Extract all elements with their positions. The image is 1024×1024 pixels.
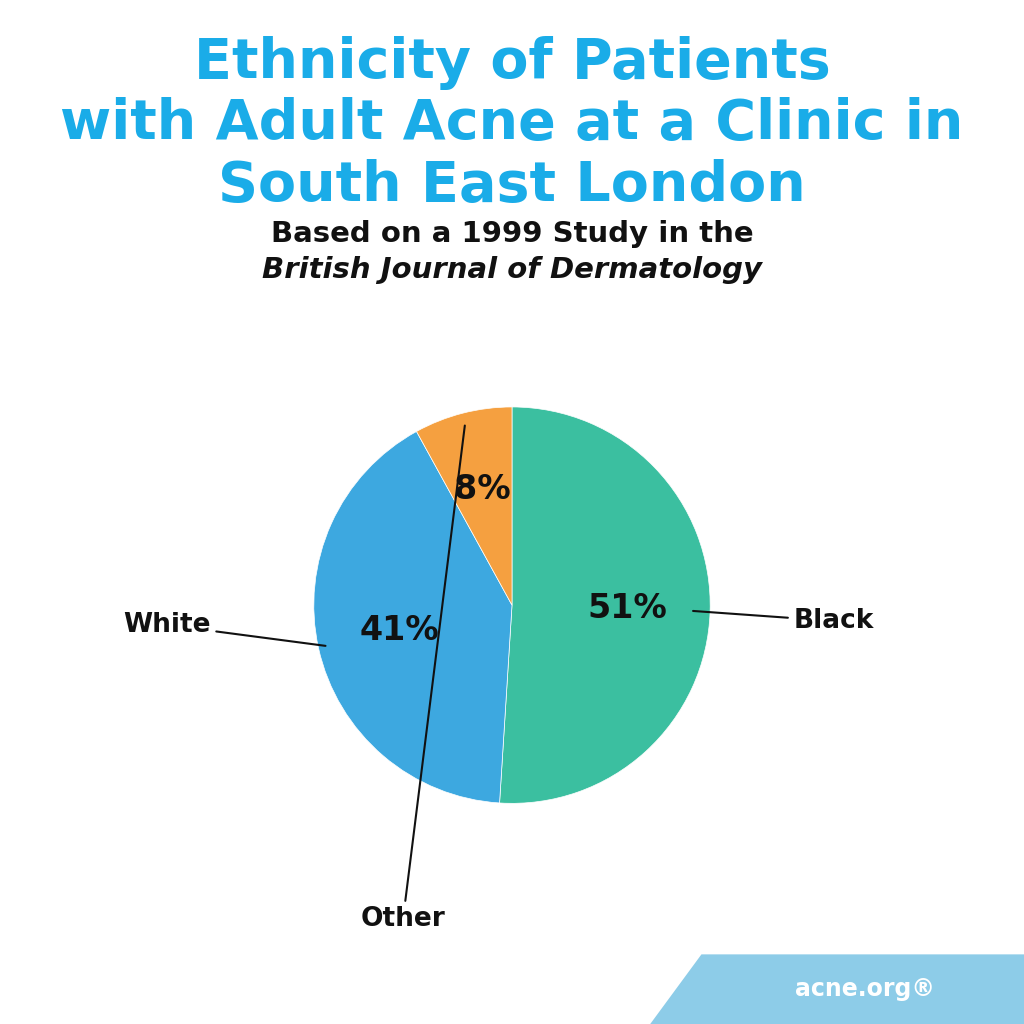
Wedge shape (417, 407, 512, 605)
Wedge shape (500, 407, 711, 804)
Text: Other: Other (360, 426, 465, 933)
Text: with Adult Acne at a Clinic in: with Adult Acne at a Clinic in (60, 97, 964, 152)
Wedge shape (313, 431, 512, 803)
Text: South East London: South East London (218, 159, 806, 213)
Text: 51%: 51% (587, 592, 667, 626)
Text: acne.org®: acne.org® (796, 977, 935, 1001)
Text: White: White (123, 612, 326, 646)
Text: Black: Black (693, 608, 873, 634)
Text: Ethnicity of Patients: Ethnicity of Patients (194, 36, 830, 90)
Polygon shape (650, 954, 1024, 1024)
Text: 41%: 41% (360, 613, 439, 647)
Text: British Journal of Dermatology: British Journal of Dermatology (262, 256, 762, 284)
Text: Based on a 1999 Study in the: Based on a 1999 Study in the (270, 220, 754, 248)
Text: 8%: 8% (454, 473, 511, 507)
